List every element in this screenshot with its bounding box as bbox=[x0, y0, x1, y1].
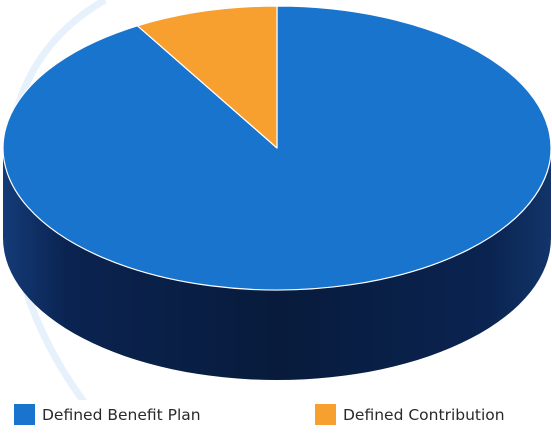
legend-swatch-defined-benefit-plan bbox=[14, 404, 35, 425]
pie-chart bbox=[2, 0, 552, 400]
pie-side bbox=[3, 148, 551, 380]
pie-side-wall bbox=[3, 148, 551, 380]
pie-top bbox=[2, 5, 552, 291]
legend-label-defined-benefit-plan: Defined Benefit Plan bbox=[42, 405, 201, 424]
legend-label-defined-contribution: Defined Contribution bbox=[343, 405, 505, 424]
legend-swatch-defined-contribution bbox=[315, 404, 336, 425]
legend-item-defined-contribution: Defined Contribution bbox=[315, 404, 505, 425]
legend: Defined Benefit Plan Defined Contributio… bbox=[0, 398, 552, 434]
legend-item-defined-benefit-plan: Defined Benefit Plan bbox=[14, 404, 201, 425]
pie-slice-defined-contribution bbox=[136, 5, 278, 149]
